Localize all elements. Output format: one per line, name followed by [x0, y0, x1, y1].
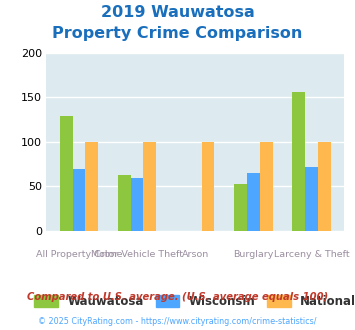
Bar [131, 179, 143, 231]
Bar [305, 167, 318, 231]
Text: Motor Vehicle Theft: Motor Vehicle Theft [91, 250, 183, 259]
Text: © 2025 CityRating.com - https://www.cityrating.com/crime-statistics/: © 2025 CityRating.com - https://www.city… [38, 317, 317, 326]
Text: Arson: Arson [182, 250, 209, 259]
Bar [85, 142, 98, 231]
Bar [72, 169, 85, 231]
Bar [202, 142, 214, 231]
Text: Compared to U.S. average. (U.S. average equals 100): Compared to U.S. average. (U.S. average … [27, 292, 328, 302]
Bar [234, 184, 247, 231]
Bar [60, 116, 72, 231]
Bar [118, 175, 131, 231]
Bar [260, 142, 273, 231]
Bar [293, 92, 305, 231]
Text: Property Crime Comparison: Property Crime Comparison [52, 26, 303, 41]
Bar [143, 142, 156, 231]
Bar [247, 173, 260, 231]
Bar [318, 142, 331, 231]
Text: 2019 Wauwatosa: 2019 Wauwatosa [100, 5, 255, 20]
Text: Burglary: Burglary [233, 250, 274, 259]
Legend: Wauwatosa, Wisconsin, National: Wauwatosa, Wisconsin, National [29, 290, 355, 313]
Text: All Property Crime: All Property Crime [36, 250, 122, 259]
Text: Larceny & Theft: Larceny & Theft [274, 250, 349, 259]
